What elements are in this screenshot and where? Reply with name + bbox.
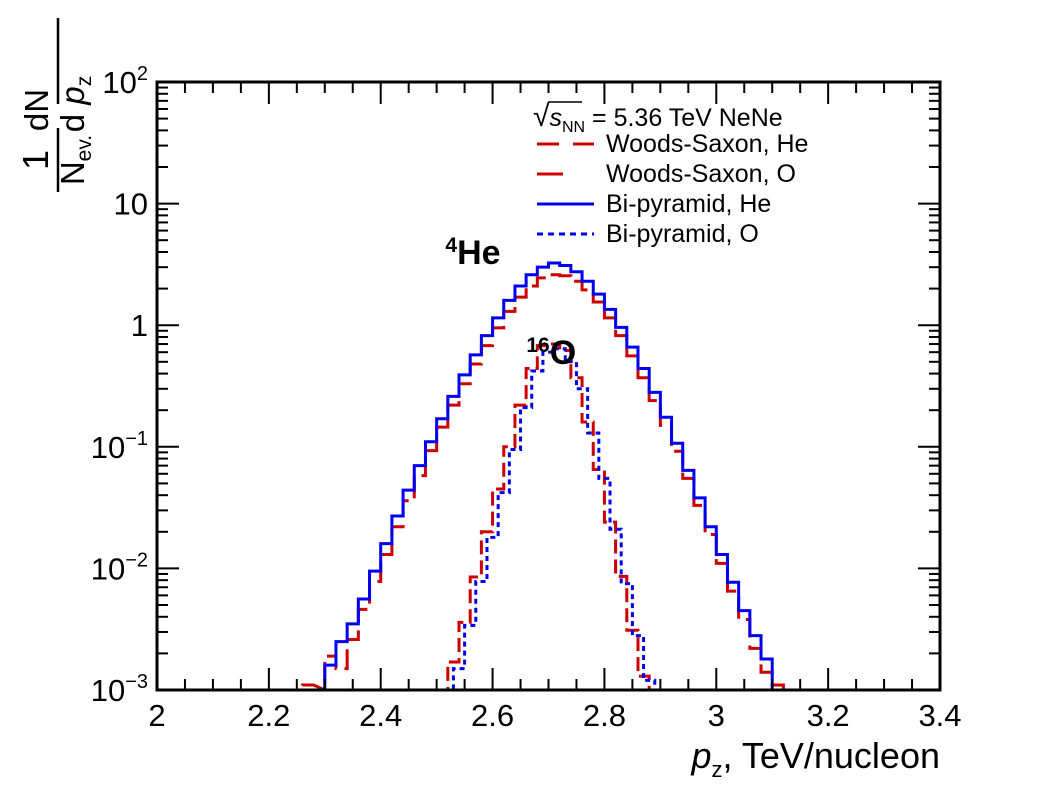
y-tick-label: 1	[131, 308, 148, 343]
y-axis-title: 1 Nev. dN d pz	[15, 18, 96, 192]
legend-label: Woods-Saxon, He	[606, 130, 808, 158]
y-tick-label: 10−1	[91, 428, 148, 465]
annotations: 4He 16O	[445, 234, 576, 372]
legend: √sNN = 5.36 TeV NeNe Woods-Saxon, HeWood…	[533, 100, 808, 248]
legend-label: Bi-pyramid, O	[606, 220, 759, 248]
series-layer	[157, 261, 940, 690]
y-title-frac1-den: Nev.	[54, 135, 96, 185]
y-title-frac2-den: d pz	[54, 76, 96, 132]
y-tick-label: 10−2	[91, 549, 148, 586]
series-bi-pyramid-o	[157, 347, 940, 690]
annotation-label: 16O	[526, 334, 576, 372]
x-tick-label: 2.4	[359, 698, 402, 733]
x-tick-label: 2.8	[583, 698, 626, 733]
annotation-label: 4He	[445, 234, 500, 272]
axis-ticks	[156, 81, 941, 691]
x-tick-label: 3	[708, 698, 725, 733]
x-tick-label: 3.2	[807, 698, 850, 733]
series-woods-saxon-o	[157, 342, 940, 690]
x-tick-label: 2	[148, 698, 165, 733]
series-bi-pyramid-he	[157, 261, 940, 690]
legend-label: Bi-pyramid, He	[606, 190, 771, 218]
x-tick-label: 3.4	[918, 698, 961, 733]
legend-header: √sNN = 5.36 TeV NeNe	[533, 100, 783, 136]
y-title-frac1-num: 1	[15, 150, 56, 170]
y-tick-label: 10	[114, 187, 148, 222]
y-tick-label: 10−3	[91, 671, 148, 708]
x-axis-title: pz, TeV/nucleon	[690, 735, 940, 782]
y-title-frac2-num: dN	[18, 89, 55, 131]
x-tick-label: 2.6	[471, 698, 514, 733]
x-tick-label: 2.2	[247, 698, 290, 733]
tick-labels: 2 2.2 2.4 2.6 2.8 3 3.2 3.4 10−3 10−2 10−1 1 10 102	[91, 63, 962, 733]
y-tick-label: 102	[102, 63, 148, 100]
legend-label: Woods-Saxon, O	[606, 160, 796, 188]
